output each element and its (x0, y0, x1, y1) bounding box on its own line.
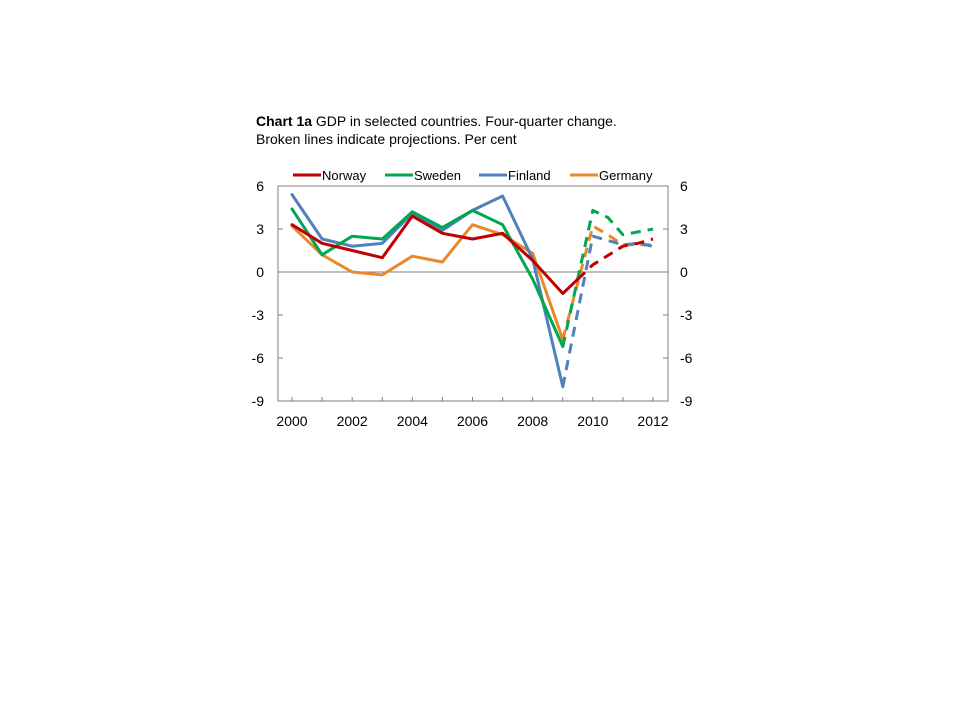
chart-title: Chart 1a GDP in selected countries. Four… (256, 112, 686, 148)
x-tick-label: 2008 (517, 413, 548, 429)
chart-title-number: Chart 1a (256, 113, 313, 129)
y-tick-label-right: 6 (680, 178, 688, 194)
series-projection-finland (561, 234, 654, 387)
y-tick-label-right: 3 (680, 221, 688, 237)
y-tick-label-left: 6 (256, 178, 264, 194)
x-tick-label: 2000 (276, 413, 307, 429)
series-line-germany (290, 223, 565, 341)
legend-label-finland: Finland (508, 168, 551, 183)
legend-label-germany: Germany (599, 168, 653, 183)
legend: Norway Sweden Finland Germany (293, 168, 653, 183)
y-tick-label-right: 0 (680, 264, 688, 280)
series-projection-sweden (561, 208, 654, 347)
y-tick-label-left: -6 (252, 350, 265, 366)
y-tick-label-left: 3 (256, 221, 264, 237)
y-tick-label-right: -3 (680, 307, 693, 323)
y-tick-label-left: -3 (252, 307, 265, 323)
series-line-sweden (290, 207, 565, 348)
x-tick-label: 2006 (457, 413, 488, 429)
y-tick-label-right: -9 (680, 393, 693, 409)
x-tick-label: 2012 (637, 413, 668, 429)
chart-subtitle: Broken lines indicate projections. Per c… (256, 131, 517, 147)
y-tick-label-right: -6 (680, 350, 693, 366)
plot-area: 6 6 3 3 0 0 -3 -3 -6 -6 -9 -9 2000 2002 2004 2006 2008 20… (252, 178, 693, 429)
x-tick-label: 2004 (397, 413, 428, 429)
chart-title-text: GDP in selected countries. Four-quarter … (315, 113, 617, 129)
legend-label-sweden: Sweden (414, 168, 461, 183)
y-tick-label-left: 0 (256, 264, 264, 280)
legend-label-norway: Norway (322, 168, 367, 183)
x-tick-label: 2002 (337, 413, 368, 429)
series-line-norway (290, 214, 580, 295)
series-line-finland (290, 193, 565, 389)
x-tick-label: 2010 (577, 413, 608, 429)
series-projection-norway (576, 237, 654, 281)
y-tick-label-left: -9 (252, 393, 265, 409)
